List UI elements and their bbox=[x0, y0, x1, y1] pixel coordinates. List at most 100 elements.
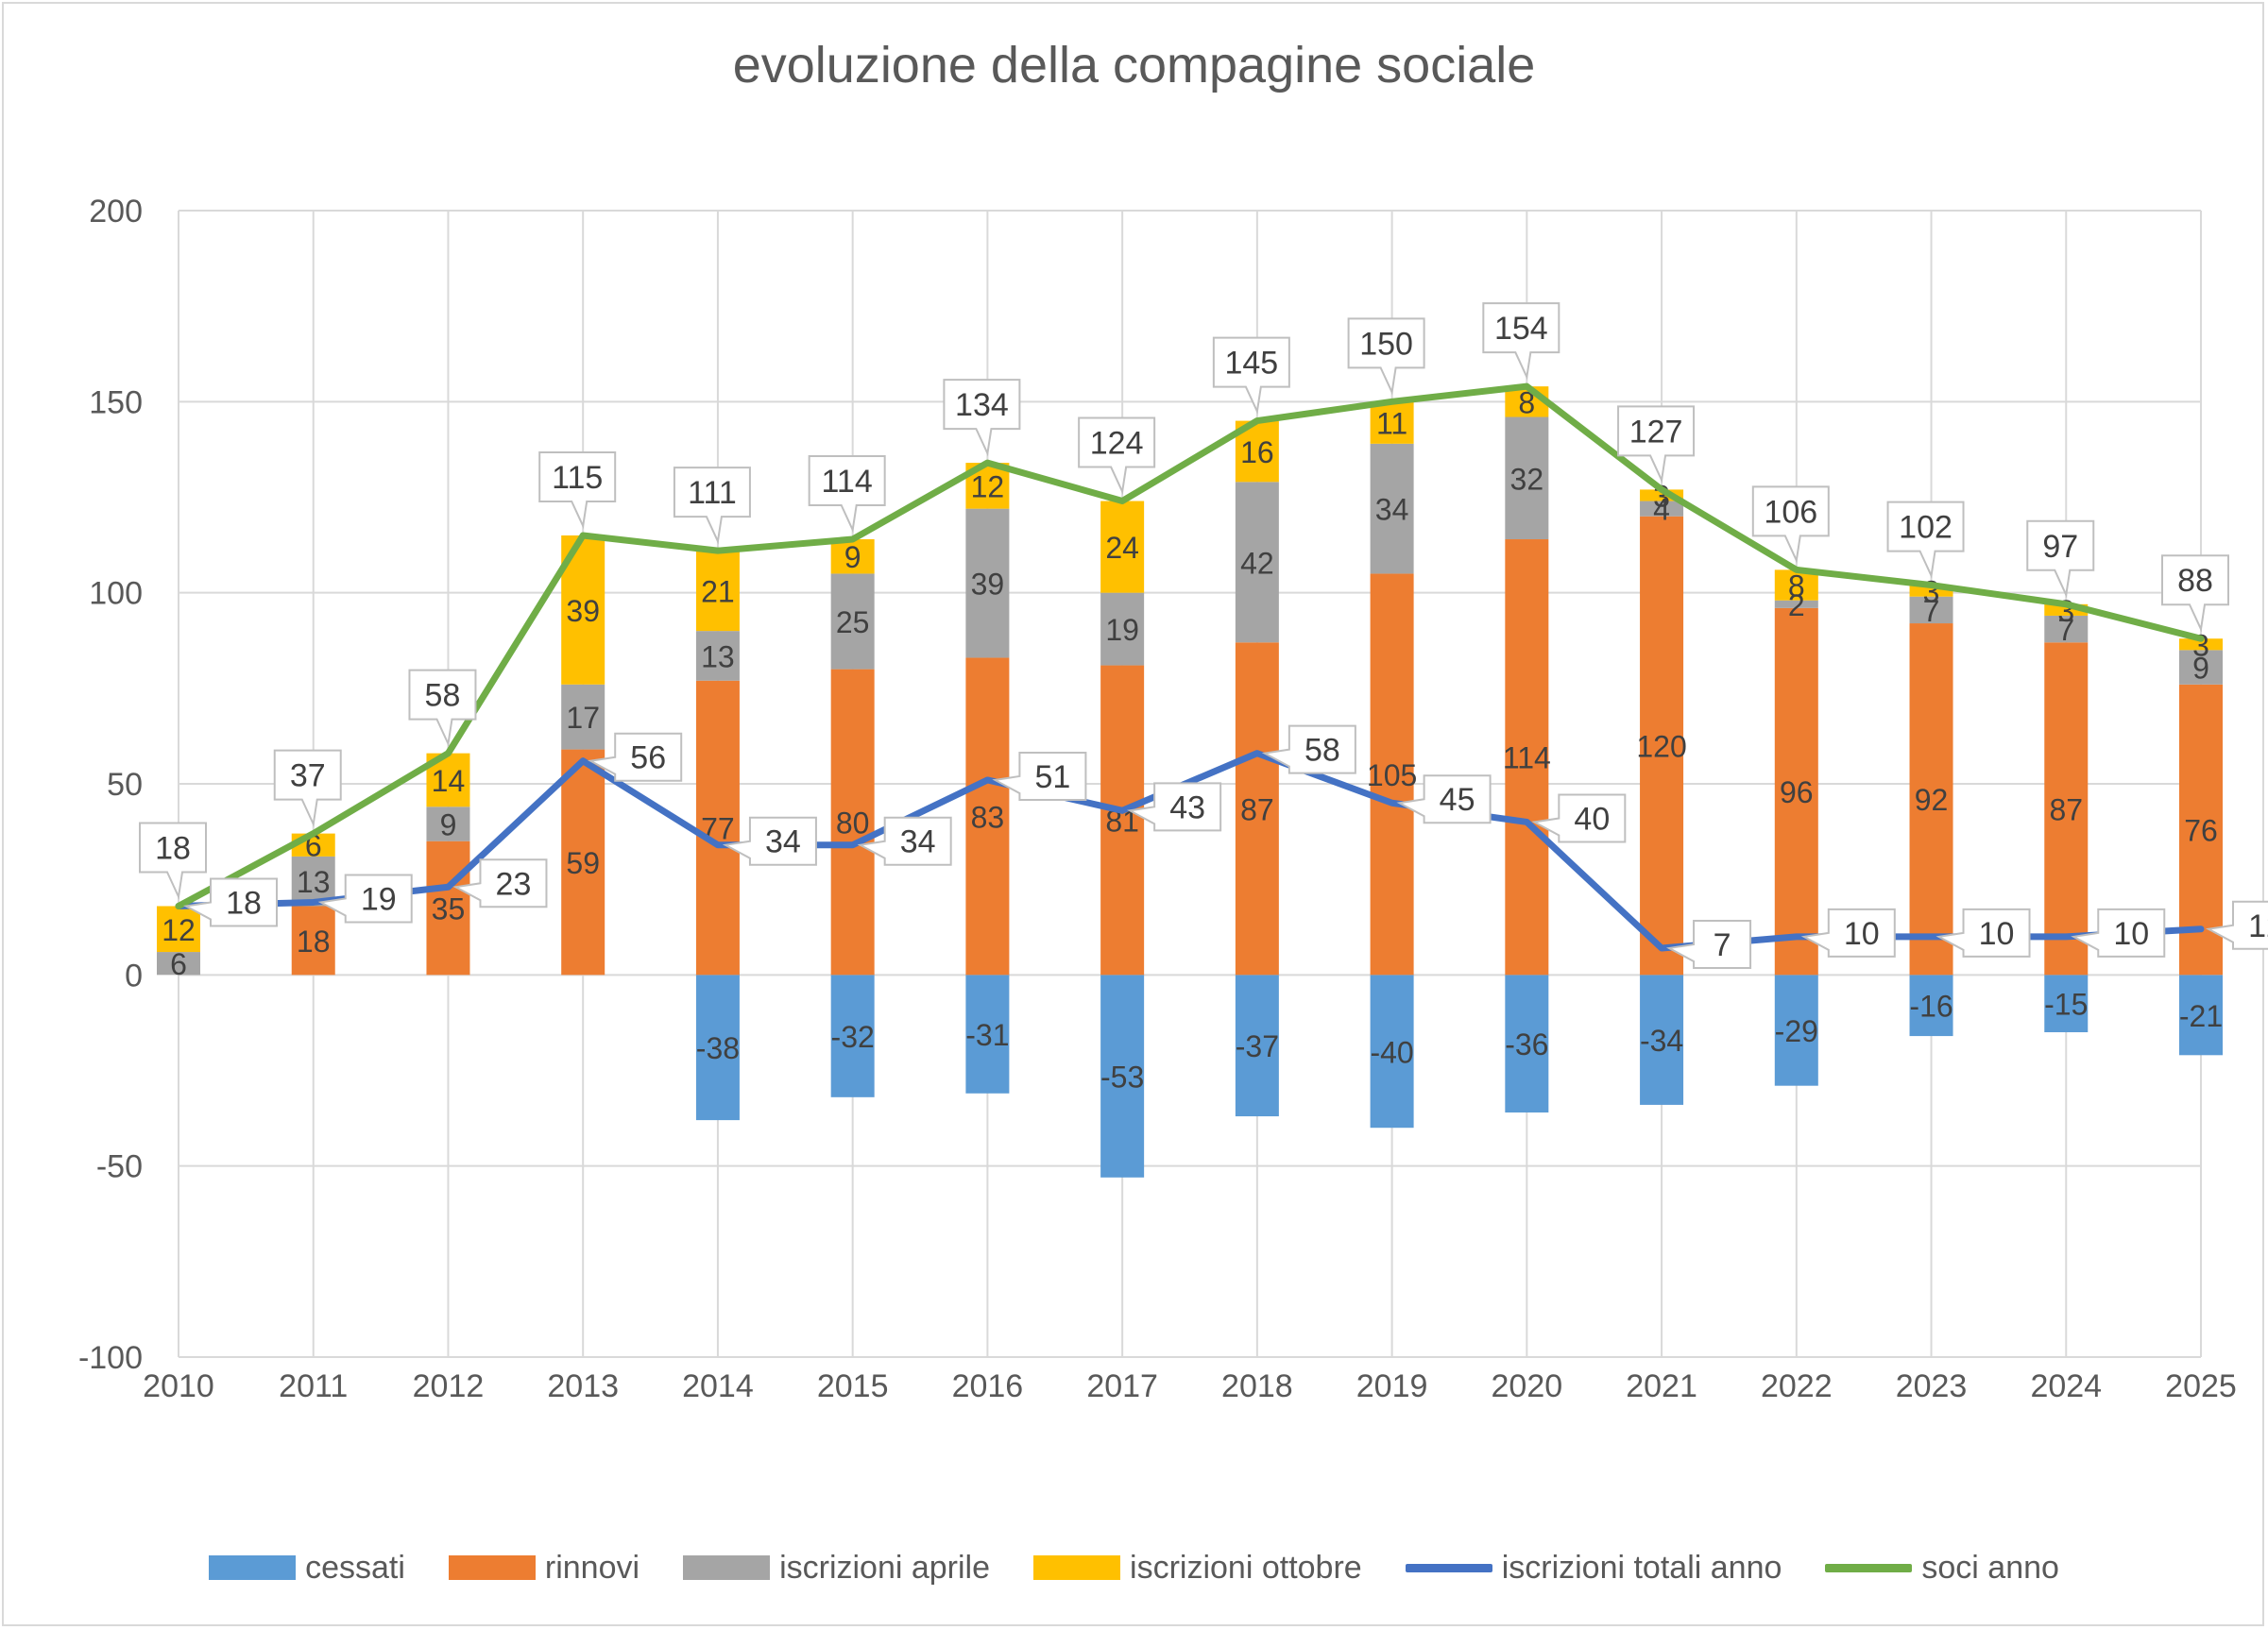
legend-label: cessati bbox=[305, 1549, 405, 1586]
bar-data-label: 96 bbox=[1780, 775, 1814, 809]
line-data-callout: 150 bbox=[1347, 317, 1425, 396]
bar-segment bbox=[1370, 573, 1414, 976]
x-tick-label: 2022 bbox=[1761, 1368, 1833, 1404]
line-data-callout: 58 bbox=[1261, 724, 1356, 774]
bar-segment bbox=[1100, 975, 1145, 1178]
svg-text:127: 127 bbox=[1629, 414, 1683, 450]
bar-segment bbox=[1505, 386, 1549, 417]
bar-data-label: 11 bbox=[1376, 407, 1407, 441]
bar-data-label: -53 bbox=[1100, 1061, 1144, 1095]
x-tick-label: 2021 bbox=[1626, 1368, 1697, 1404]
bar-segment bbox=[1774, 600, 1818, 608]
bar-data-label: 39 bbox=[566, 594, 600, 628]
legend-label: soci anno bbox=[1921, 1549, 2059, 1586]
line-data-callout: 127 bbox=[1617, 405, 1696, 484]
bar-segment bbox=[2179, 638, 2223, 651]
svg-text:102: 102 bbox=[1899, 510, 1953, 546]
legend-label: iscrizioni aprile bbox=[779, 1549, 991, 1586]
bar-data-label: 9 bbox=[440, 807, 457, 841]
bar-segment bbox=[830, 975, 875, 1097]
bar-data-label: 4 bbox=[1653, 493, 1670, 527]
bar-data-label: -29 bbox=[1775, 1014, 1818, 1048]
bar-data-label: -40 bbox=[1370, 1035, 1413, 1069]
bar-segment bbox=[1370, 975, 1414, 1129]
svg-text:45: 45 bbox=[1440, 782, 1475, 818]
bar-segment bbox=[2179, 650, 2223, 685]
bar-segment bbox=[426, 840, 470, 976]
line-data-callout: 56 bbox=[588, 732, 683, 782]
line-data-callout: 111 bbox=[673, 467, 751, 545]
bar-data-label: 13 bbox=[297, 865, 331, 899]
bar-data-label: 34 bbox=[1375, 493, 1409, 527]
bar-data-label: 114 bbox=[1503, 741, 1551, 775]
bar-data-label: 59 bbox=[566, 846, 600, 880]
svg-text:18: 18 bbox=[155, 830, 191, 866]
bar-labels: 612 1813635914591739-38771321-3280259-318… bbox=[162, 385, 2223, 1094]
line-data-callout: 34 bbox=[857, 816, 952, 866]
bar-data-label: 14 bbox=[432, 764, 466, 798]
line-data-callout: 106 bbox=[1751, 485, 1830, 564]
bar-segment bbox=[1100, 501, 1145, 593]
x-tick-label: 2012 bbox=[413, 1368, 485, 1404]
y-tick-label: -100 bbox=[78, 1340, 143, 1376]
svg-text:7: 7 bbox=[1714, 927, 1731, 963]
svg-text:115: 115 bbox=[552, 460, 603, 496]
bar-data-label: 80 bbox=[836, 806, 870, 840]
line-data-callout: 12 bbox=[2205, 900, 2268, 950]
line-data-callout: 19 bbox=[317, 874, 413, 924]
bar-segment bbox=[1909, 975, 1953, 1037]
svg-text:58: 58 bbox=[1305, 733, 1340, 769]
x-tick-label: 2020 bbox=[1492, 1368, 1563, 1404]
svg-text:106: 106 bbox=[1764, 494, 1817, 530]
bar-data-label: 8 bbox=[1518, 385, 1535, 419]
svg-text:150: 150 bbox=[1359, 326, 1413, 362]
legend-item: iscrizioni totali anno bbox=[1405, 1550, 1782, 1587]
bar-data-label: 6 bbox=[170, 947, 187, 981]
x-tick-label: 2013 bbox=[547, 1368, 619, 1404]
bar-segment bbox=[1100, 592, 1145, 666]
bar-data-label: -32 bbox=[831, 1020, 875, 1054]
bar-data-label: 8 bbox=[1788, 569, 1805, 603]
line-data-callout: 51 bbox=[992, 751, 1087, 801]
svg-text:34: 34 bbox=[900, 824, 936, 860]
bar-data-label: -38 bbox=[696, 1031, 740, 1065]
svg-text:10: 10 bbox=[2113, 916, 2149, 952]
svg-text:34: 34 bbox=[765, 824, 801, 860]
bar-segment bbox=[1370, 443, 1414, 574]
line-data-callout: 10 bbox=[1935, 908, 2031, 958]
y-tick-label: 50 bbox=[107, 767, 143, 803]
line-data-callout: 40 bbox=[1531, 793, 1627, 843]
bar-segment bbox=[561, 684, 605, 750]
bar-segment bbox=[1235, 482, 1279, 643]
bar-data-label: 16 bbox=[1240, 435, 1274, 469]
x-axis-ticks: 2010 2011 2012 2013 2014 2015 2016 2017 2018 2019… bbox=[143, 1368, 2237, 1404]
bar-segment bbox=[1505, 539, 1549, 976]
bars bbox=[157, 386, 2223, 1178]
line-data-callout: 43 bbox=[1127, 782, 1222, 832]
x-tick-label: 2011 bbox=[279, 1368, 348, 1404]
y-tick-label: 150 bbox=[89, 384, 143, 420]
bar-data-label: 3 bbox=[2192, 628, 2209, 662]
legend-swatch bbox=[448, 1555, 536, 1580]
bar-data-label: 24 bbox=[1105, 531, 1139, 565]
bar-segment bbox=[561, 749, 605, 976]
bar-segment bbox=[695, 631, 740, 681]
bar-segment bbox=[965, 657, 1010, 976]
svg-text:12: 12 bbox=[2248, 908, 2268, 944]
bar-segment bbox=[157, 952, 200, 976]
line-data-callout: 18 bbox=[139, 822, 207, 900]
bar-segment bbox=[2179, 975, 2223, 1056]
svg-text:23: 23 bbox=[496, 866, 532, 902]
bar-data-label: 9 bbox=[844, 540, 861, 574]
x-tick-label: 2017 bbox=[1086, 1368, 1158, 1404]
legend-label: rinnovi bbox=[544, 1549, 640, 1586]
bar-segment bbox=[2044, 975, 2089, 1033]
svg-text:124: 124 bbox=[1090, 426, 1144, 462]
legend-item: iscrizioni aprile bbox=[683, 1550, 990, 1587]
bar-data-label: 18 bbox=[297, 925, 331, 959]
bar-data-label: 12 bbox=[162, 913, 196, 947]
bar-segment bbox=[1909, 596, 1953, 624]
bar-data-label: 3 bbox=[1923, 575, 1940, 609]
bar-data-label: -31 bbox=[965, 1018, 1009, 1052]
